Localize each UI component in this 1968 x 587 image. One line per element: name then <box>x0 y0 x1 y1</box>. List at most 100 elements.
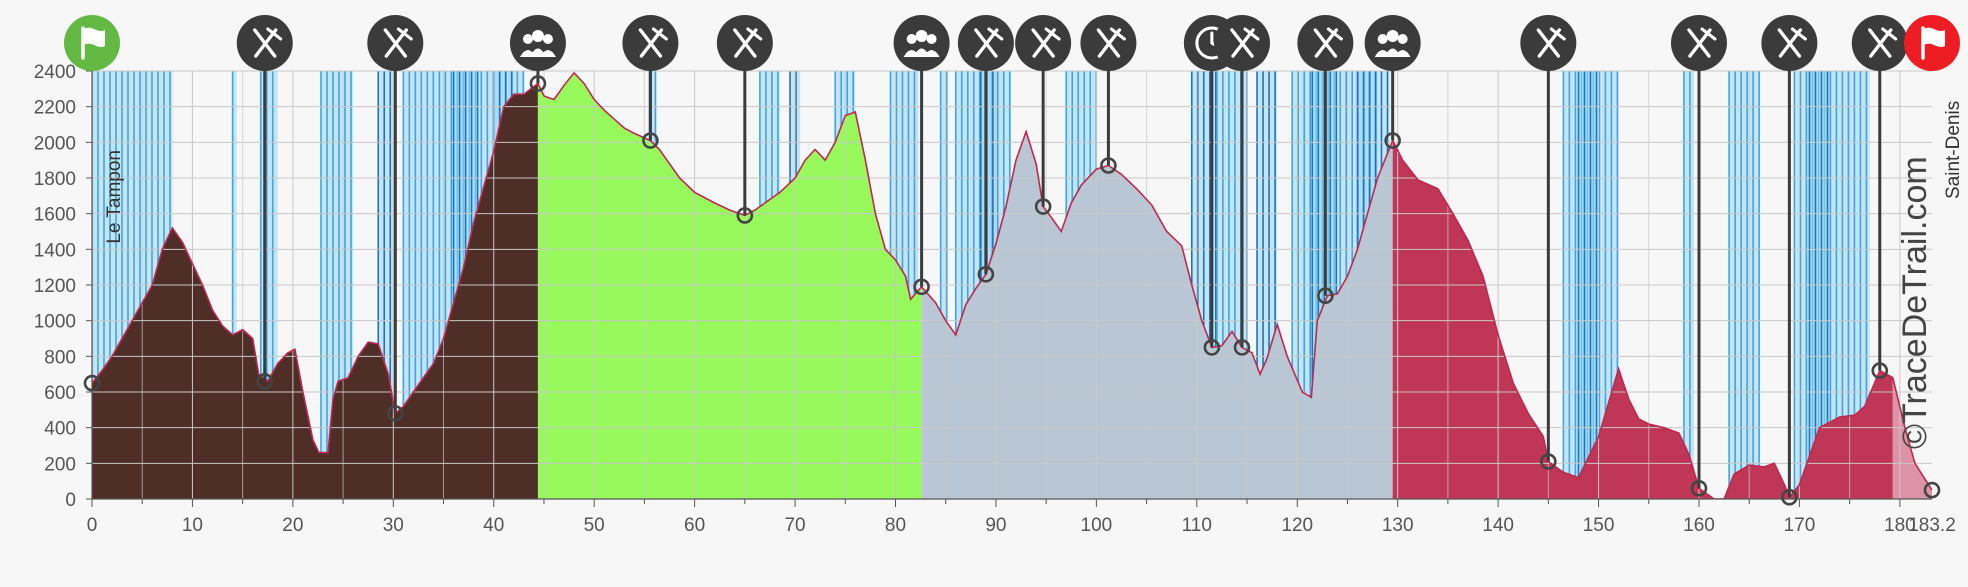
refreshment-icon <box>1670 15 1727 71</box>
waypoint-dot <box>642 132 659 149</box>
x-tick-label: 180 <box>1884 515 1916 536</box>
waypoint-dot <box>1203 339 1221 356</box>
person-head-glyph <box>542 34 553 44</box>
fork-tines-glyph <box>1790 27 1807 41</box>
waypoint-marker <box>1670 15 1727 497</box>
fork-tines-glyph <box>1109 27 1126 41</box>
y-tick-label: 0 <box>65 490 76 511</box>
profile-segment-4 <box>1392 140 1893 499</box>
crowd-icon <box>893 15 950 71</box>
waypoint-marker <box>1761 15 1818 506</box>
refreshment-icon <box>1520 15 1577 71</box>
waypoint-dot <box>256 372 274 390</box>
x-tick-label: 150 <box>1583 515 1615 536</box>
profile-segment-2 <box>537 72 922 499</box>
waypoint-dot <box>83 374 101 392</box>
refreshment-icon <box>1015 15 1072 71</box>
waypoint-marker <box>1520 15 1577 470</box>
y-tick-label: 200 <box>44 454 76 475</box>
person-head-glyph <box>926 34 937 44</box>
person-head-glyph <box>1397 34 1408 44</box>
person-head-glyph <box>531 30 544 42</box>
waypoint-dot <box>1690 479 1708 497</box>
x-tick-label: 140 <box>1482 515 1514 536</box>
watermark-text: ©TraceDeTrail.com <box>1896 156 1934 449</box>
y-tick-label: 800 <box>44 347 76 368</box>
refreshment-icon <box>1297 15 1354 71</box>
x-tick-label: 130 <box>1382 515 1414 536</box>
fork-tines-glyph <box>1326 27 1343 41</box>
y-tick-label: 1000 <box>34 312 76 333</box>
profile-segment-5 <box>1892 377 1932 499</box>
person-head-glyph <box>1386 30 1399 42</box>
start-flag-icon <box>64 15 120 71</box>
x-tick-label: 0 <box>87 515 98 536</box>
y-tick-label: 2000 <box>34 133 76 154</box>
x-tick-label: 110 <box>1182 515 1212 536</box>
fork-tines-glyph <box>746 27 763 41</box>
waypoint-marker <box>1364 15 1421 149</box>
fork-tines-glyph <box>1549 27 1566 41</box>
fork-tines-glyph <box>651 27 668 41</box>
flag-cloth-glyph <box>1924 27 1945 47</box>
crowd-icon <box>509 15 566 71</box>
x-tick-label: 160 <box>1683 515 1715 536</box>
x-tick-label: 100 <box>1081 515 1113 536</box>
x-tick-label: 30 <box>383 515 404 536</box>
waypoint-badge <box>893 15 950 71</box>
person-body-glyph <box>913 48 930 57</box>
waypoint-dot <box>1317 287 1334 305</box>
waypoint-dot <box>1034 198 1052 215</box>
y-tick-label: 400 <box>44 419 76 440</box>
refreshment-icon <box>236 15 293 71</box>
waypoint-dot <box>736 207 754 224</box>
waypoint-marker <box>1297 15 1354 305</box>
fork-tines-glyph <box>1044 27 1061 41</box>
waypoint-marker <box>957 15 1014 283</box>
waypoint-marker <box>622 15 679 149</box>
waypoint-marker <box>893 15 950 296</box>
waypoint-marker <box>1214 15 1270 356</box>
refreshment-icon <box>1761 15 1818 71</box>
refreshment-icon <box>716 15 773 71</box>
refreshment-icon <box>367 15 424 71</box>
waypoint-dot <box>1540 453 1557 470</box>
x-tick-label: 80 <box>885 515 906 536</box>
segment-area-layer <box>92 72 1932 499</box>
y-tick-label: 1800 <box>34 169 76 190</box>
label-layer: Le Tampon Saint-Denis ©TraceDeTrail.com <box>104 101 1964 449</box>
y-tick-label: 1400 <box>34 240 76 261</box>
y-tick-label: 2200 <box>34 98 76 119</box>
x-tick-label: 90 <box>985 515 1006 536</box>
person-head-glyph <box>522 34 533 44</box>
waypoint-marker <box>509 15 566 92</box>
profile-segment-1 <box>92 83 538 499</box>
refreshment-icon <box>1214 15 1270 71</box>
profile-outline <box>92 71 1932 499</box>
y-tick-label: 1200 <box>34 276 76 297</box>
waypoint-marker <box>64 15 120 392</box>
start-location-label: Le Tampon <box>104 150 125 244</box>
end-location-label: Saint-Denis <box>1943 101 1964 199</box>
waypoint-marker <box>1851 15 1908 379</box>
person-head-glyph <box>915 30 928 42</box>
waypoint-badge <box>1364 15 1421 71</box>
waypoint-marker <box>367 15 424 422</box>
waypoint-badge <box>509 15 566 71</box>
flag-cloth-glyph <box>84 27 105 47</box>
y-tick-label: 1600 <box>34 205 76 226</box>
waypoint-dot <box>1384 132 1401 149</box>
fork-tines-glyph <box>1243 27 1260 41</box>
person-head-glyph <box>906 34 917 44</box>
refreshment-icon <box>957 15 1014 71</box>
finish-flag-icon <box>1904 15 1960 71</box>
x-tick-label: 70 <box>784 515 805 536</box>
axes-layer: 0200400600800100012001400160018002000220… <box>34 62 1956 536</box>
fork-tines-glyph <box>1881 27 1898 41</box>
waypoint-marker <box>716 15 773 224</box>
x-tick-label: 170 <box>1784 515 1816 536</box>
refreshment-icon <box>1851 15 1908 71</box>
refreshment-icon <box>1080 15 1137 71</box>
waypoint-layer <box>64 15 1960 506</box>
